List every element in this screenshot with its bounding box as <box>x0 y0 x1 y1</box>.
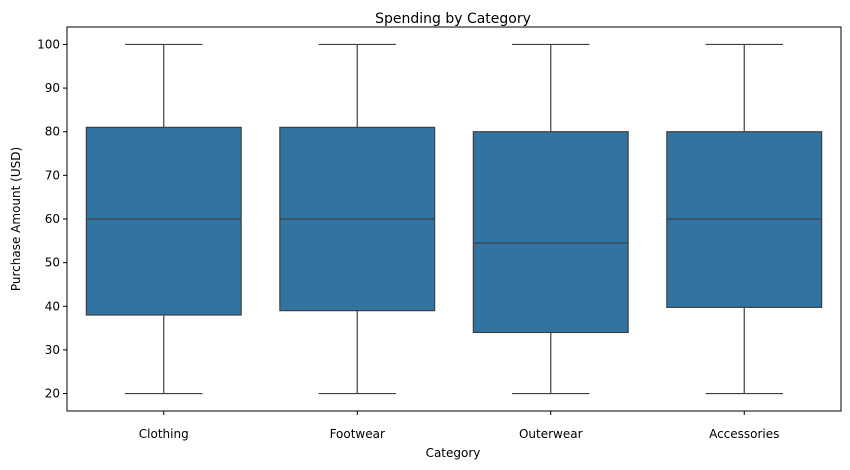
box-clothing <box>85 43 242 395</box>
x-tick-label: Outerwear <box>519 427 583 441</box>
iqr-box <box>472 131 629 334</box>
y-tick-label: 70 <box>45 168 60 182</box>
plot-area <box>85 43 823 395</box>
y-tick-label: 30 <box>45 343 60 357</box>
y-tick-label: 100 <box>37 37 60 51</box>
y-axis: 20 30 40 50 60 70 80 90 100 <box>37 37 67 401</box>
iqr-box <box>85 126 242 316</box>
x-tick-label: Footwear <box>330 427 385 441</box>
x-axis-label: Category <box>426 446 481 460</box>
box-outerwear <box>472 43 629 395</box>
y-tick-label: 40 <box>45 299 60 313</box>
y-tick-label: 50 <box>45 256 60 270</box>
plot-frame <box>66 26 842 412</box>
chart-title: Spending by Category <box>375 11 531 27</box>
x-tick-label: Clothing <box>139 427 189 441</box>
box-accessories <box>666 43 823 395</box>
y-tick-label: 80 <box>45 125 60 139</box>
y-tick-label: 20 <box>45 387 60 401</box>
x-tick-label: Accessories <box>709 427 779 441</box>
x-axis: Clothing Footwear Outerwear Accessories <box>139 411 779 441</box>
y-axis-label: Purchase Amount (USD) <box>9 147 23 291</box>
y-tick-label: 60 <box>45 212 60 226</box>
box-footwear <box>279 43 436 395</box>
y-tick-label: 90 <box>45 81 60 95</box>
